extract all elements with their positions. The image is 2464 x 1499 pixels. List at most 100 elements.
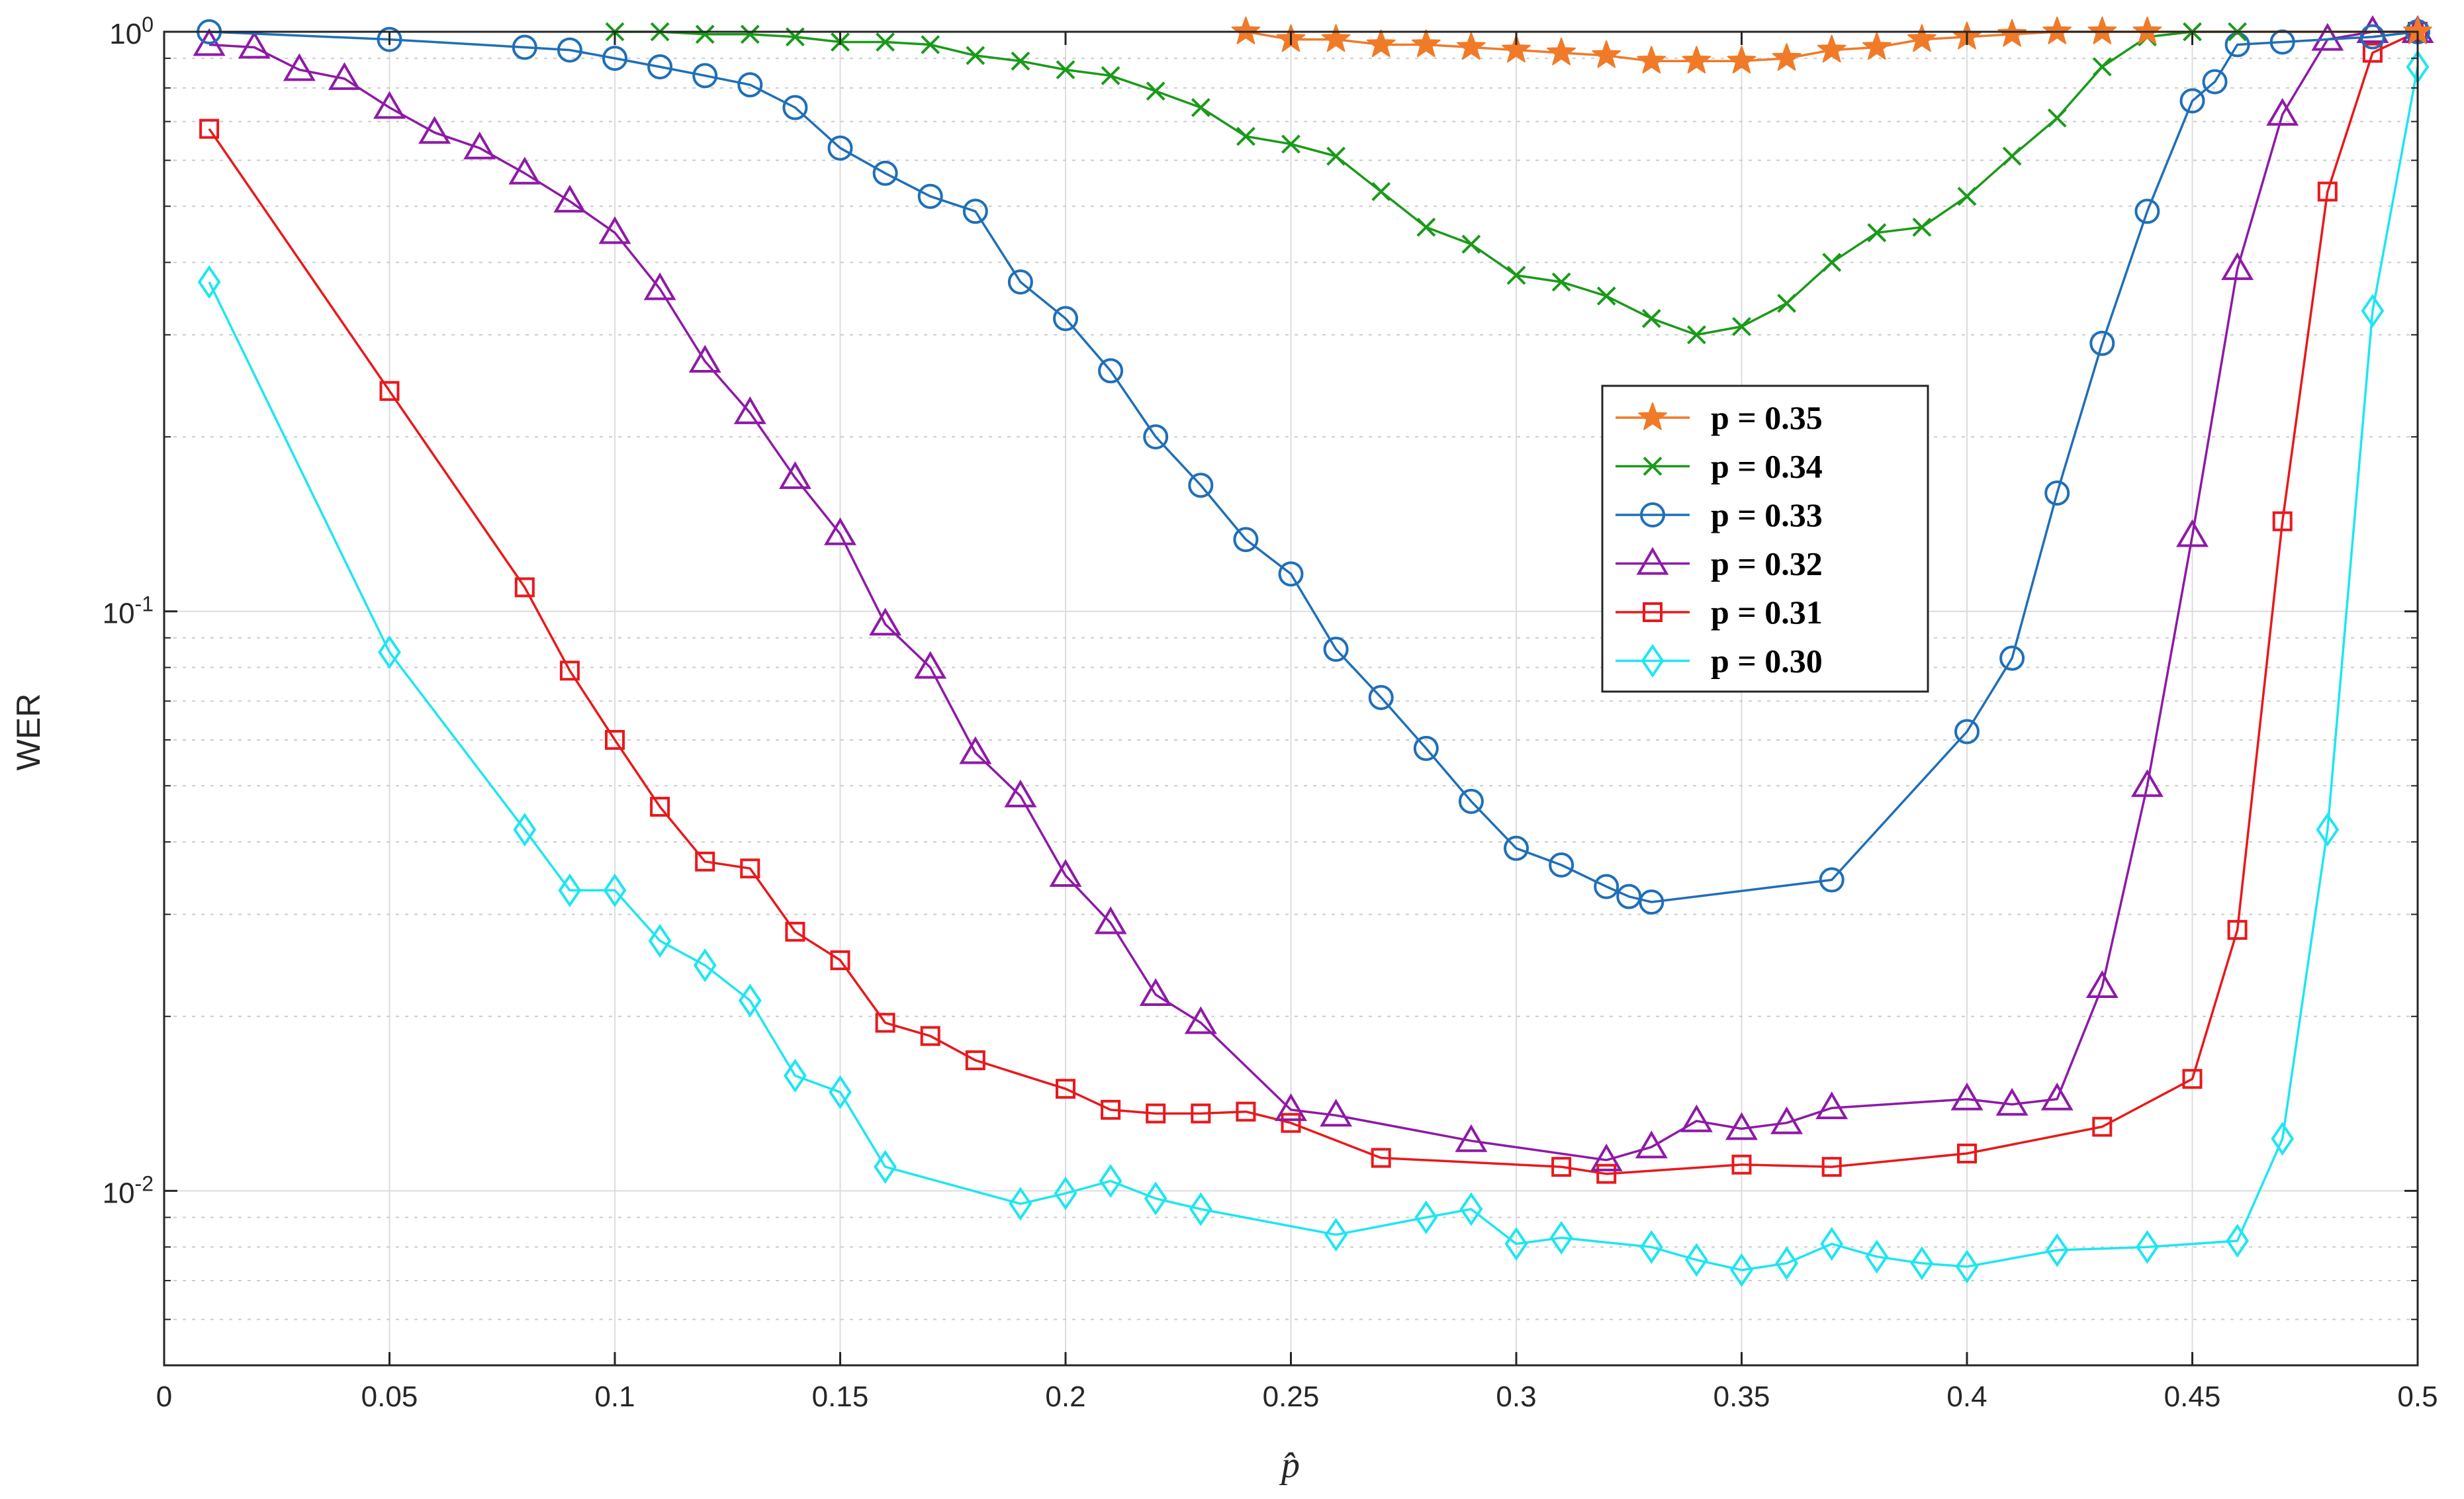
data-point xyxy=(1777,293,1797,313)
data-point xyxy=(1547,37,1576,66)
data-point xyxy=(1910,1246,1934,1281)
data-point xyxy=(1056,60,1075,79)
data-point xyxy=(1502,34,1531,63)
data-point xyxy=(418,116,451,144)
data-point xyxy=(1320,1099,1353,1127)
data-point xyxy=(920,1026,940,1046)
legend-label: p = 0.30 xyxy=(1711,643,1823,680)
data-point xyxy=(650,797,670,817)
data-point xyxy=(1236,1101,1256,1122)
data-point xyxy=(1143,424,1169,450)
x-marker-stroke xyxy=(2047,108,2067,128)
data-point xyxy=(2179,88,2205,114)
data-point xyxy=(1822,253,1842,272)
legend-marker xyxy=(1638,402,1667,430)
data-point xyxy=(1680,1104,1713,1132)
data-point xyxy=(824,517,856,545)
legend-marker xyxy=(1643,457,1663,476)
x-marker-stroke xyxy=(1596,286,1616,306)
data-point xyxy=(1189,1192,1212,1226)
data-point xyxy=(1999,645,2025,671)
x-tick-label: 0.45 xyxy=(2164,1381,2221,1413)
data-point xyxy=(692,63,718,89)
data-point xyxy=(921,35,940,54)
x-marker-stroke xyxy=(2092,57,2112,77)
data-point xyxy=(1146,1103,1166,1124)
data-point xyxy=(2362,42,2383,63)
data-point xyxy=(1007,269,1033,295)
data-point xyxy=(782,95,808,120)
data-point xyxy=(778,461,811,489)
x-tick-label: 0.35 xyxy=(1713,1381,1770,1413)
data-point xyxy=(1144,1181,1167,1216)
x-marker-stroke xyxy=(1371,182,1391,201)
data-point xyxy=(914,651,947,679)
x-marker-stroke xyxy=(1912,217,1932,237)
legend-entry: p = 0.31 xyxy=(1616,594,1823,631)
data-point xyxy=(1188,473,1214,498)
data-point xyxy=(874,1150,897,1184)
x-tick-label: 0.5 xyxy=(2397,1381,2438,1413)
data-point xyxy=(1639,1230,1663,1264)
data-point xyxy=(1641,308,1661,328)
data-point xyxy=(553,185,586,213)
data-point xyxy=(966,46,985,66)
data-point xyxy=(1504,835,1529,861)
data-point xyxy=(1366,29,1396,58)
data-point xyxy=(1416,217,1436,237)
data-point xyxy=(869,608,902,636)
data-point xyxy=(559,660,580,681)
x-marker-stroke xyxy=(1641,308,1661,328)
data-point xyxy=(1682,46,1711,74)
data-point xyxy=(737,72,763,98)
data-point xyxy=(1094,906,1127,934)
data-point xyxy=(2226,1224,2250,1258)
data-point xyxy=(1730,1253,1753,1287)
legend-marker xyxy=(1636,547,1669,575)
data-point xyxy=(512,34,537,60)
legend-entry: p = 0.32 xyxy=(1616,545,1823,582)
legend-label: p = 0.33 xyxy=(1711,496,1823,533)
data-point xyxy=(1004,779,1037,807)
data-point xyxy=(1635,1130,1668,1159)
data-point xyxy=(1275,1093,1307,1121)
data-point xyxy=(2359,24,2385,50)
data-point xyxy=(2311,23,2344,51)
legend-label: p = 0.35 xyxy=(1711,399,1823,436)
x-marker-stroke xyxy=(921,35,940,54)
x-tick-label: 0.4 xyxy=(1946,1381,1987,1413)
data-point xyxy=(1551,1157,1572,1177)
data-point xyxy=(2202,69,2228,95)
series-p031 xyxy=(199,22,2428,1184)
data-point xyxy=(2042,17,2072,44)
data-point xyxy=(1371,1148,1391,1168)
data-point xyxy=(1049,858,1082,887)
series-p035 xyxy=(1231,17,2432,74)
data-point xyxy=(377,26,402,52)
data-point xyxy=(1637,46,1666,74)
data-point xyxy=(2272,511,2293,531)
data-point xyxy=(693,948,717,983)
data-point xyxy=(1278,561,1304,587)
x-tick-label: 0.25 xyxy=(1263,1381,1320,1413)
data-point xyxy=(379,381,400,401)
data-point xyxy=(1862,32,1892,60)
data-point xyxy=(2134,199,2160,224)
data-point xyxy=(373,91,406,119)
legend: p = 0.35 p = 0.34 p = 0.33 p = 0.32 p = 0.31… xyxy=(1601,385,1929,693)
data-point xyxy=(740,858,760,879)
data-point xyxy=(1727,46,1757,74)
data-point xyxy=(328,62,361,90)
data-point xyxy=(2176,519,2209,547)
series-p033 xyxy=(197,19,2430,915)
data-point xyxy=(1414,1200,1438,1235)
data-point xyxy=(1053,306,1078,332)
data-point xyxy=(733,396,766,424)
x-marker-stroke xyxy=(2002,146,2022,166)
x-marker-stroke xyxy=(1686,325,1706,345)
data-point xyxy=(1459,1192,1483,1226)
data-point xyxy=(1191,1103,1211,1124)
data-point xyxy=(2316,813,2340,847)
x-marker-stroke xyxy=(1461,234,1481,254)
series-line xyxy=(209,30,2418,903)
